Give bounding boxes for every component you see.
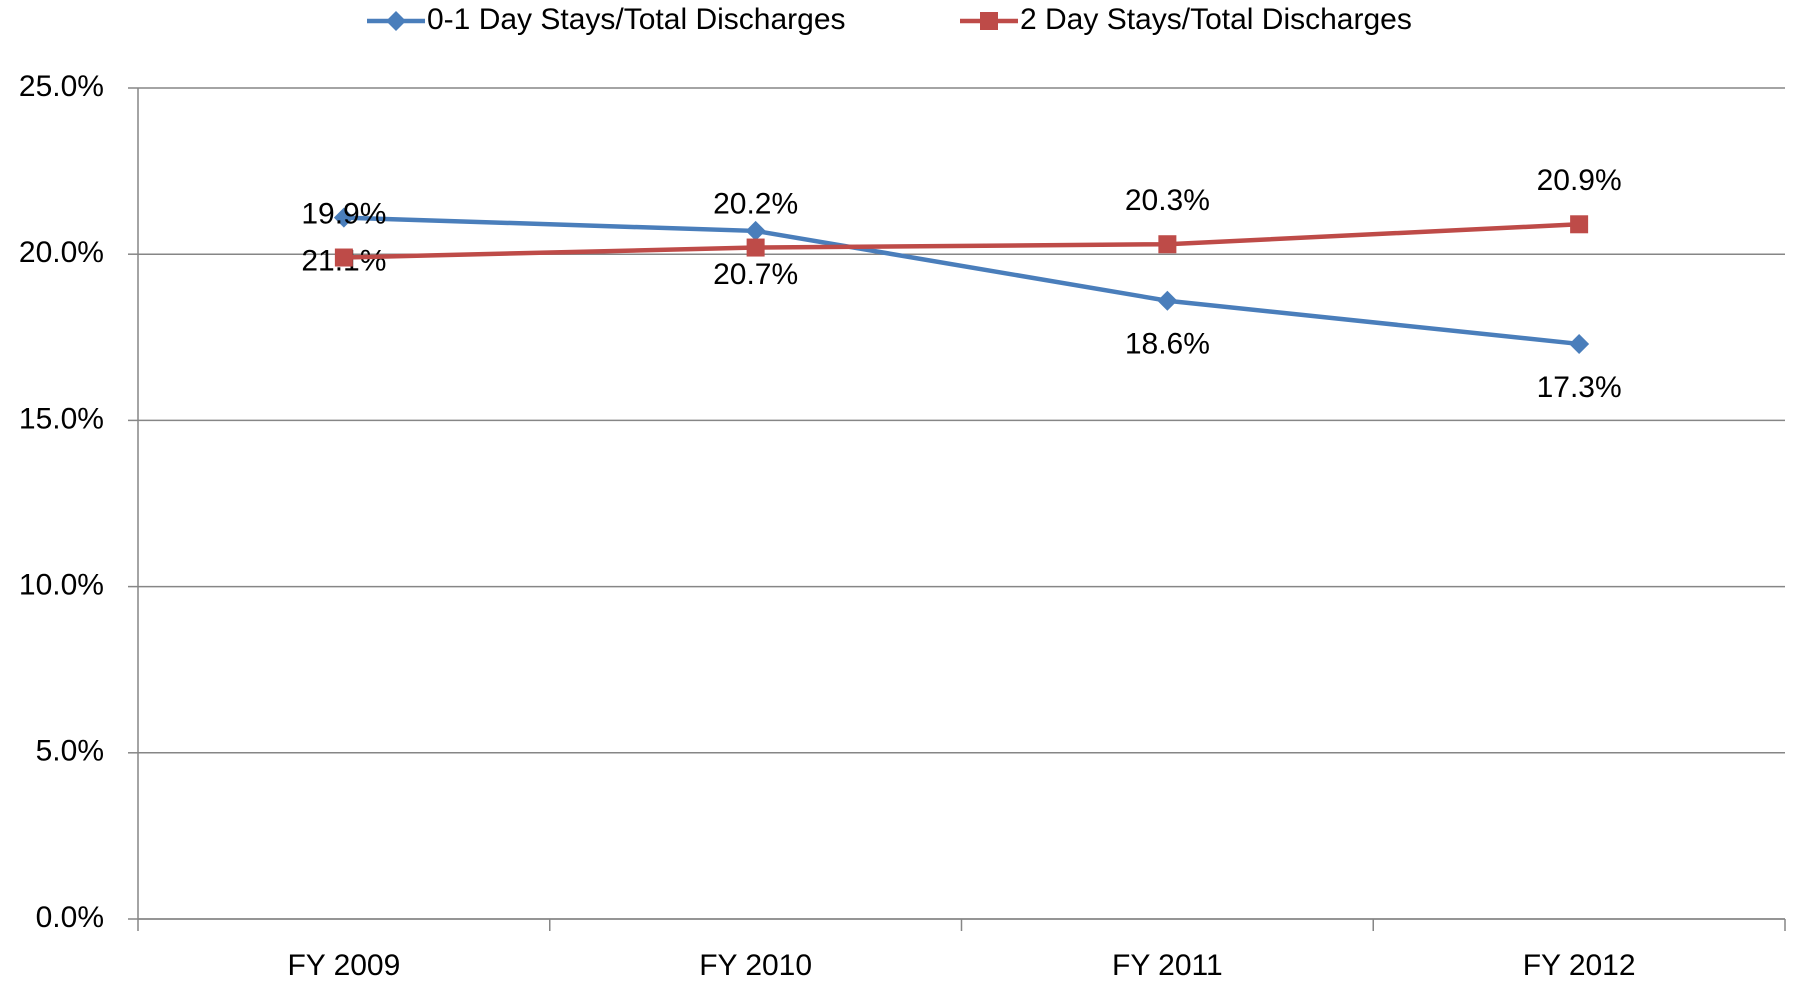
point [1569,333,1590,354]
point [745,220,766,241]
point [334,248,353,267]
x-tick-label: FY 2012 [1523,949,1636,981]
data-label: 20.9% [1537,164,1622,197]
x-tick-label: FY 2010 [699,949,812,981]
data-label: 19.9% [301,197,386,230]
y-tick-label: 25.0% [19,70,104,103]
legend-marker [980,12,998,30]
legend-label: 2 Day Stays/Total Discharges [1020,3,1412,36]
point [746,238,765,257]
data-label: 17.3% [1537,371,1622,404]
legend-marker [386,11,406,31]
point [1157,290,1178,311]
y-tick-label: 15.0% [19,402,104,435]
legend-label: 0-1 Day Stays/Total Discharges [427,3,846,36]
x-tick-label: FY 2009 [287,949,400,981]
point [1158,235,1177,254]
series-line [343,215,1580,347]
y-tick-label: 20.0% [19,236,104,269]
data-label: 20.2% [713,187,798,220]
data-label: 18.6% [1125,328,1210,361]
y-tick-label: 0.0% [36,901,104,934]
y-tick-label: 5.0% [36,735,104,768]
point [1570,215,1589,234]
point [333,207,354,228]
y-tick-label: 10.0% [19,569,104,602]
data-label: 20.7% [713,258,798,291]
data-label: 20.3% [1125,184,1210,217]
series-line [343,222,1580,260]
x-tick-label: FY 2011 [1112,949,1223,981]
